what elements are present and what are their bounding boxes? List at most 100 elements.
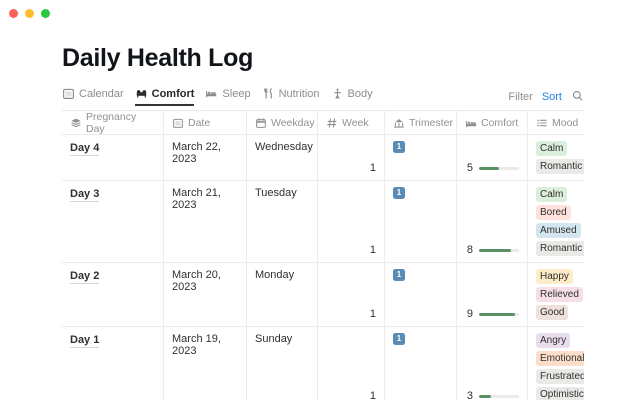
comfort-bar-fill: [479, 312, 515, 316]
calendar-icon: [62, 87, 75, 100]
tab-inner: Body: [331, 87, 373, 105]
mood-tag-list: Happy Relieved Good: [536, 269, 583, 320]
comfort-meter: 8: [465, 244, 519, 256]
mood-tag[interactable]: Romantic: [536, 159, 584, 174]
column-header-date[interactable]: Date: [164, 111, 247, 134]
window-maximize-button[interactable]: [41, 8, 50, 18]
person-icon: [331, 87, 344, 100]
cutlery-icon: [262, 87, 275, 100]
pregnancy-day-link[interactable]: Day 2: [70, 270, 100, 284]
hash-icon: [326, 117, 338, 129]
calendar-day-icon: [255, 117, 267, 129]
week-value: 1: [369, 390, 376, 400]
cell-comfort: 5: [457, 135, 528, 180]
date-value: March 22, 2023: [172, 141, 221, 165]
tab-comfort[interactable]: Comfort: [133, 87, 204, 110]
comfort-bar-fill: [479, 248, 511, 252]
tab-body[interactable]: Body: [329, 87, 382, 110]
table-row[interactable]: Day 2 March 20, 2023 Monday 1 1 9 Happy Relieve…: [62, 263, 584, 327]
week-value: 1: [369, 162, 376, 174]
window-title-bar: [0, 0, 640, 26]
tab-inner: Calendar: [62, 87, 124, 105]
column-header-label: Trimester: [409, 116, 453, 129]
cell-mood: Calm Romantic: [528, 135, 584, 180]
pregnancy-day-link[interactable]: Day 4: [70, 142, 100, 156]
relation-icon: [393, 117, 405, 129]
comfort-bar-track: [479, 394, 519, 398]
table-row[interactable]: Day 3 March 21, 2023 Tuesday 1 1 8 Calm Bored Am…: [62, 181, 584, 263]
column-header-trimester[interactable]: Trimester: [385, 111, 457, 134]
view-tab-bar: Calendar Comfort Sleep Nutrition Body Filter S…: [62, 87, 584, 111]
mood-tag[interactable]: Frustrated: [536, 369, 584, 384]
cell-week: 1: [318, 135, 385, 180]
mood-tag[interactable]: Optimistic: [536, 387, 584, 400]
tab-sleep[interactable]: Sleep: [203, 87, 259, 110]
tab-label: Calendar: [79, 87, 124, 100]
tab-inner: Nutrition: [262, 87, 320, 105]
cell-pregnancy-day: Day 4: [62, 135, 164, 180]
tab-inner: Sleep: [205, 87, 251, 105]
trimester-badge[interactable]: 1: [393, 333, 405, 345]
mood-tag[interactable]: Relieved: [536, 287, 583, 302]
mood-tag[interactable]: Calm: [536, 141, 568, 156]
mood-tag[interactable]: Happy: [536, 269, 573, 284]
cell-trimester: 1: [385, 263, 457, 326]
cell-week: 1: [318, 327, 385, 400]
mood-tag[interactable]: Romantic: [536, 241, 584, 256]
armchair-icon: [135, 87, 148, 100]
cell-trimester: 1: [385, 327, 457, 400]
comfort-meter: 3: [465, 390, 519, 400]
column-header-label: Weekday: [271, 116, 315, 129]
mood-tag[interactable]: Angry: [536, 333, 571, 348]
page-content: Daily Health Log Calendar Comfort Sleep Nut…: [0, 26, 640, 400]
cell-date: March 19, 2023: [164, 327, 247, 400]
column-header-week[interactable]: Week: [318, 111, 385, 134]
view-tools: Filter Sort: [508, 89, 584, 110]
mood-tag[interactable]: Bored: [536, 205, 571, 220]
trimester-badge[interactable]: 1: [393, 141, 405, 153]
mood-tag-list: Calm Bored Amused Romantic: [536, 187, 584, 256]
column-header-weekday[interactable]: Weekday: [247, 111, 318, 134]
tab-calendar[interactable]: Calendar: [62, 87, 133, 110]
comfort-meter: 9: [465, 308, 519, 320]
cell-trimester: 1: [385, 135, 457, 180]
filter-button[interactable]: Filter: [508, 91, 533, 103]
week-value: 1: [369, 244, 376, 256]
cell-pregnancy-day: Day 2: [62, 263, 164, 326]
cell-pregnancy-day: Day 1: [62, 327, 164, 400]
table-row[interactable]: Day 1 March 19, 2023 Sunday 1 1 3 Angry Emotion…: [62, 327, 584, 400]
column-header-mood[interactable]: Mood: [528, 111, 584, 134]
bed-icon: [205, 87, 218, 100]
mood-tag-list: Calm Romantic: [536, 141, 584, 174]
search-icon[interactable]: [571, 89, 584, 105]
tab-label: Body: [347, 87, 373, 100]
sort-button[interactable]: Sort: [541, 91, 562, 103]
window-close-button[interactable]: [9, 8, 18, 18]
pregnancy-day-link[interactable]: Day 3: [70, 188, 100, 202]
tab-nutrition[interactable]: Nutrition: [260, 87, 329, 110]
bed-icon: [465, 117, 477, 129]
column-header-label: Mood: [552, 116, 579, 129]
column-header-comfort[interactable]: Comfort: [457, 111, 528, 134]
mood-tag[interactable]: Good: [536, 305, 569, 320]
column-header-label: Date: [188, 116, 211, 129]
table-row[interactable]: Day 4 March 22, 2023 Wednesday 1 1 5 Calm Roman…: [62, 135, 584, 181]
window-minimize-button[interactable]: [25, 8, 34, 18]
stack-icon: [70, 117, 82, 129]
tab-label: Nutrition: [278, 87, 320, 100]
mood-tag[interactable]: Emotional: [536, 351, 584, 366]
multiselect-icon: [536, 117, 548, 129]
cell-date: March 22, 2023: [164, 135, 247, 180]
comfort-bar-track: [479, 166, 519, 170]
trimester-badge[interactable]: 1: [393, 187, 405, 199]
mood-tag[interactable]: Calm: [536, 187, 568, 202]
cell-mood: Calm Bored Amused Romantic: [528, 181, 584, 262]
date-value: March 20, 2023: [172, 269, 221, 293]
date-value: March 21, 2023: [172, 187, 221, 211]
tab-label: Comfort: [151, 87, 195, 100]
mood-tag[interactable]: Amused: [536, 223, 581, 238]
trimester-badge[interactable]: 1: [393, 269, 405, 281]
column-header-pregnancy-day[interactable]: Pregnancy Day: [62, 111, 164, 134]
comfort-bar-track: [479, 312, 519, 316]
pregnancy-day-link[interactable]: Day 1: [70, 334, 100, 348]
